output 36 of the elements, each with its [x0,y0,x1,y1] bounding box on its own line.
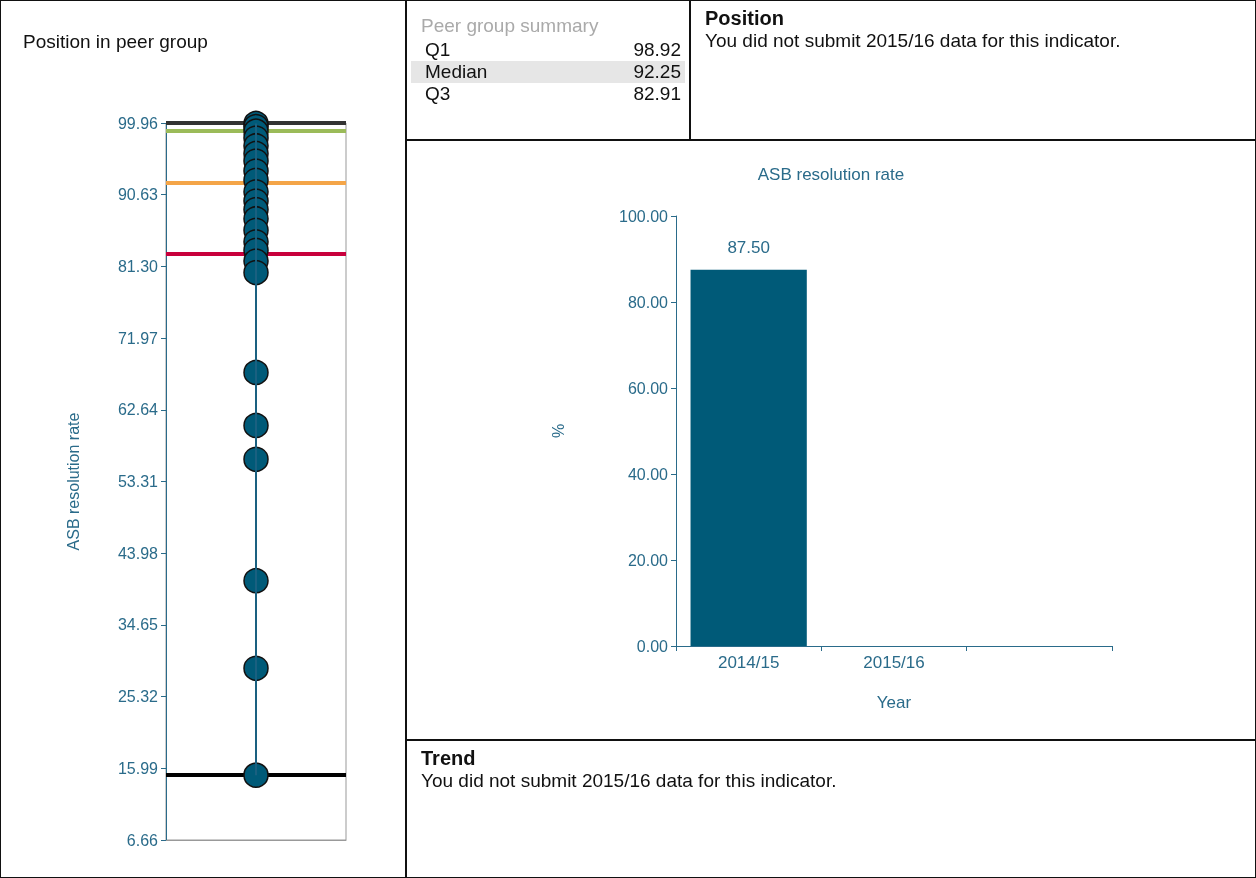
data-label: 82.91 [633,83,681,105]
y-tick-label: 100.00 [619,207,669,225]
category-label: Q1 [425,39,451,61]
y-tick-label: 81.30 [117,257,159,275]
x-tick-label: 2014/15 [717,653,780,672]
y-tick-label: 90.63 [117,186,159,204]
y-tick-label: 80.00 [627,293,669,311]
y-tick-label: 34.65 [117,616,159,634]
text: You did not submit 2015/16 data for this indicator. [421,770,838,792]
text: You did not submit 2015/16 data for this indicator. [705,30,1122,52]
y-tick-label: 6.66 [126,831,159,849]
text: Trend [421,747,477,770]
y-axis-title: % [549,423,567,439]
category-label: Q3 [425,83,451,105]
y-tick-label: 62.64 [117,401,159,419]
y-tick-label: 99.96 [117,114,159,132]
y-tick-label: 53.31 [117,473,159,490]
y-tick-label: 60.00 [627,379,669,397]
y-tick-label: 15.99 [117,759,159,777]
y-tick-label: 25.32 [117,688,159,706]
y-tick-label: 71.97 [117,329,159,347]
data-label: 87.50 [727,237,770,257]
x-tick-label: 2015/16 [863,653,925,672]
y-axis-title: ASB resolution rate [64,412,82,551]
text: Peer group summary [421,15,600,37]
y-tick-label: 20.00 [627,551,669,569]
category-label: Median [425,61,488,83]
chart-title: ASB resolution rate [757,165,905,184]
chart-title: Position in peer group [23,31,208,53]
data-label: 98.92 [633,39,681,61]
y-tick-label: 43.98 [117,544,159,562]
data-label: 92.25 [633,61,681,83]
y-tick-label: 0.00 [636,637,669,655]
x-axis-title: Year [876,693,912,712]
text: Position [705,7,785,30]
y-tick-label: 40.00 [627,465,669,483]
